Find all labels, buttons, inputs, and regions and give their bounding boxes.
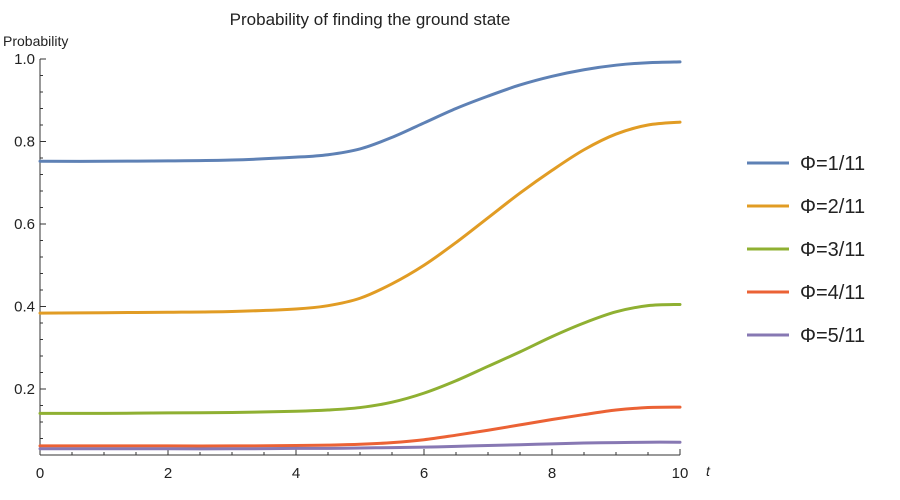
x-axis-label: t (706, 463, 711, 479)
x-tick-label: 4 (292, 465, 300, 482)
y-tick-label: 1.0 (14, 51, 35, 68)
legend-label-5: Φ=5/11 (800, 325, 865, 347)
chart-title: Probability of finding the ground state (230, 10, 511, 29)
series-layer (38, 60, 682, 451)
axes: 0 2 4 6 8 10 0.2 0.4 0.6 0.8 1.0 (14, 51, 688, 482)
legend-label-1: Φ=1/11 (800, 153, 865, 175)
x-tick-label: 6 (420, 465, 428, 482)
legend-label-3: Φ=3/11 (800, 239, 865, 261)
legend-label-4: Φ=4/11 (800, 282, 865, 304)
series-line-3 (38, 302, 682, 415)
x-tick-label: 2 (164, 465, 172, 482)
y-tick-label: 0.6 (14, 216, 35, 233)
series-line-5 (38, 440, 682, 451)
legend-label-2: Φ=2/11 (800, 196, 865, 218)
y-tick-label: 0.4 (14, 299, 35, 316)
y-tick-label: 0.8 (14, 134, 35, 151)
x-tick-label: 0 (36, 465, 44, 482)
x-tick-label: 10 (672, 465, 689, 482)
series-line-4 (38, 405, 682, 448)
y-axis-label: Probability (3, 33, 68, 49)
legend: Φ=1/11 Φ=2/11 Φ=3/11 Φ=4/11 Φ=5/11 (747, 153, 865, 347)
y-tick-label: 0.2 (14, 381, 35, 398)
series-line-2 (38, 120, 682, 315)
series-line-1 (38, 60, 682, 163)
x-tick-label: 8 (548, 465, 556, 482)
